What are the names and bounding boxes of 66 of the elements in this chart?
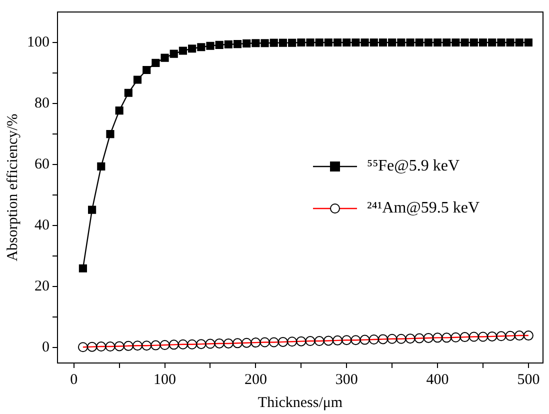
point: [470, 38, 478, 47]
point: [233, 40, 242, 48]
point: [370, 38, 378, 47]
point: [124, 88, 132, 97]
x-tick-label: 300: [335, 372, 358, 388]
point: [378, 38, 388, 47]
y-tick-label: 80: [34, 96, 50, 112]
point: [224, 40, 232, 48]
point: [397, 38, 406, 47]
point: [415, 38, 424, 47]
point: [252, 39, 260, 48]
x-tick-label: 0: [70, 372, 78, 388]
point: [97, 162, 106, 170]
point: [360, 38, 369, 47]
point: [152, 58, 160, 68]
y-tick-label: 100: [27, 34, 50, 50]
point: [142, 66, 151, 74]
point: [478, 38, 488, 47]
point: [388, 38, 396, 47]
x-tick-label: 100: [154, 372, 176, 388]
point: [506, 38, 514, 47]
point: [160, 54, 169, 62]
point: [242, 39, 251, 48]
point: [515, 38, 524, 47]
x-tick-label: 500: [517, 372, 540, 388]
point: [106, 130, 114, 138]
point: [188, 44, 196, 53]
point: [524, 38, 532, 47]
point: [452, 38, 460, 47]
point: [178, 46, 187, 55]
x-tick-label: 400: [426, 372, 449, 388]
point: [288, 38, 296, 47]
point: [342, 38, 351, 47]
point: [133, 76, 142, 84]
point: [78, 264, 87, 272]
point: [434, 38, 442, 47]
x-tick-label: 200: [244, 372, 267, 388]
point: [442, 38, 451, 47]
point: [460, 38, 469, 47]
y-tick-label: 40: [34, 218, 50, 234]
point: [324, 38, 332, 47]
point: [306, 38, 314, 47]
y-tick-label: 20: [34, 278, 50, 295]
y-tick-label: 0: [42, 340, 50, 356]
y-tick-label: 60: [34, 156, 50, 173]
point: [497, 38, 506, 47]
point: [297, 38, 306, 47]
point: [260, 39, 269, 48]
point: [206, 42, 214, 50]
x-axis-title: Thickness/μm: [258, 394, 343, 411]
point: [170, 50, 178, 58]
point: [278, 38, 288, 47]
legend-label: ⁵⁵Fe@5.9 keV: [367, 158, 460, 175]
point: [333, 38, 342, 47]
point: [215, 40, 224, 49]
point: [88, 206, 96, 214]
point: [197, 43, 206, 52]
point: [115, 106, 124, 115]
point: [315, 38, 324, 47]
point: [406, 38, 414, 47]
point: [352, 38, 360, 47]
y-axis-title: Absorption efficiency/%: [4, 114, 21, 262]
point: [488, 38, 496, 47]
point: [270, 38, 278, 47]
legend-label: ²⁴¹Am@59.5 keV: [367, 200, 480, 217]
point: [424, 38, 432, 47]
